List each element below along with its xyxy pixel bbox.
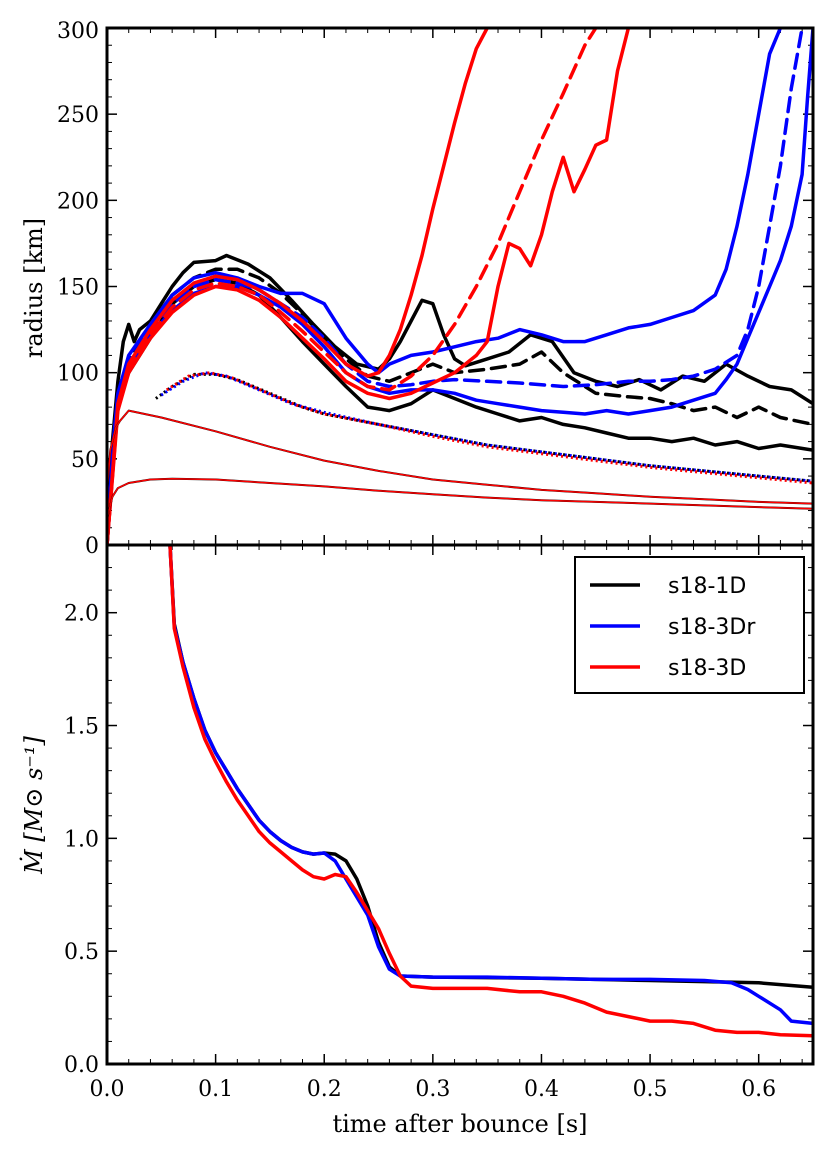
xtick-label-0: 0.0	[90, 1077, 125, 1102]
legend-label-s18-3dr: s18-3Dr	[668, 615, 756, 640]
xtick-label-3: 0.3	[415, 1077, 450, 1102]
ytick-label-bottom-1: 0.5	[64, 940, 99, 965]
series-s18-1d-shock-avg	[107, 267, 813, 545]
bottom-ylabel: Ṁ [M⊙ s⁻¹]	[19, 735, 48, 874]
series-s18-3dr-shock-max	[107, 28, 783, 545]
ytick-label-top-1: 50	[71, 448, 99, 473]
ytick-label-top-3: 150	[57, 276, 99, 301]
ytick-label-bottom-2: 1.0	[64, 827, 99, 852]
legend-label-s18-1d: s18-1D	[668, 574, 746, 599]
series-s18-3d-shock-avg	[107, 28, 598, 545]
series-1d-thin-upper	[107, 409, 813, 505]
top-panel: 0 50 100 150 200 250 300 radius [km]	[20, 19, 813, 559]
ytick-label-bottom-4: 2.0	[64, 602, 99, 627]
xtick-label-2: 0.2	[307, 1077, 342, 1102]
bottom-ytick-labels: 0.0 0.5 1.0 1.5 2.0	[64, 602, 99, 1078]
top-series-group	[107, 28, 813, 545]
bottom-xtick-labels: 0.0 0.1 0.2 0.3 0.4 0.5 0.6	[90, 1077, 777, 1102]
xtick-label-5: 0.5	[633, 1077, 668, 1102]
xtick-label-6: 0.6	[741, 1077, 776, 1102]
ytick-label-top-6: 300	[57, 19, 99, 44]
series-3d-thin-upper	[107, 409, 813, 505]
series-s18-3d-dotted	[165, 371, 813, 485]
top-ylabel: radius [km]	[20, 218, 48, 358]
top-ytick-labels: 0 50 100 150 200 250 300	[57, 19, 99, 559]
bottom-xlabel: time after bounce [s]	[332, 1110, 587, 1138]
ytick-label-bottom-0: 0.0	[64, 1053, 99, 1078]
series-s18-1d-shock-max	[107, 253, 813, 545]
xtick-label-1: 0.1	[198, 1077, 233, 1102]
ytick-label-top-5: 250	[57, 103, 99, 128]
legend: s18-1D s18-3Dr s18-3D	[574, 556, 805, 694]
series-3d-thin-lower	[107, 477, 813, 520]
series-s18-3dr-shock-avg	[107, 28, 804, 545]
xtick-label-4: 0.4	[524, 1077, 559, 1102]
bottom-panel: 0.0 0.5 1.0 1.5 2.0 0.0 0.1 0.2 0.3 0.4 0.5 0.6 Ṁ …	[19, 544, 813, 1138]
bottom-series-group	[168, 545, 813, 1038]
bottom-plot-frame	[105, 543, 815, 1066]
legend-label-s18-3d: s18-3D	[668, 656, 746, 681]
ytick-label-top-4: 200	[57, 189, 99, 214]
series-s18-3d	[168, 545, 813, 1038]
series-s18-3d-shock-max	[107, 28, 489, 545]
series-s18-1d-dotted	[155, 372, 813, 483]
series-s18-3d-shock-min	[107, 28, 631, 545]
ytick-label-top-2: 100	[57, 362, 99, 387]
series-s18-3dr-dotted	[160, 371, 813, 483]
ytick-label-bottom-3: 1.5	[64, 715, 99, 740]
ytick-label-top-0: 0	[85, 534, 99, 559]
